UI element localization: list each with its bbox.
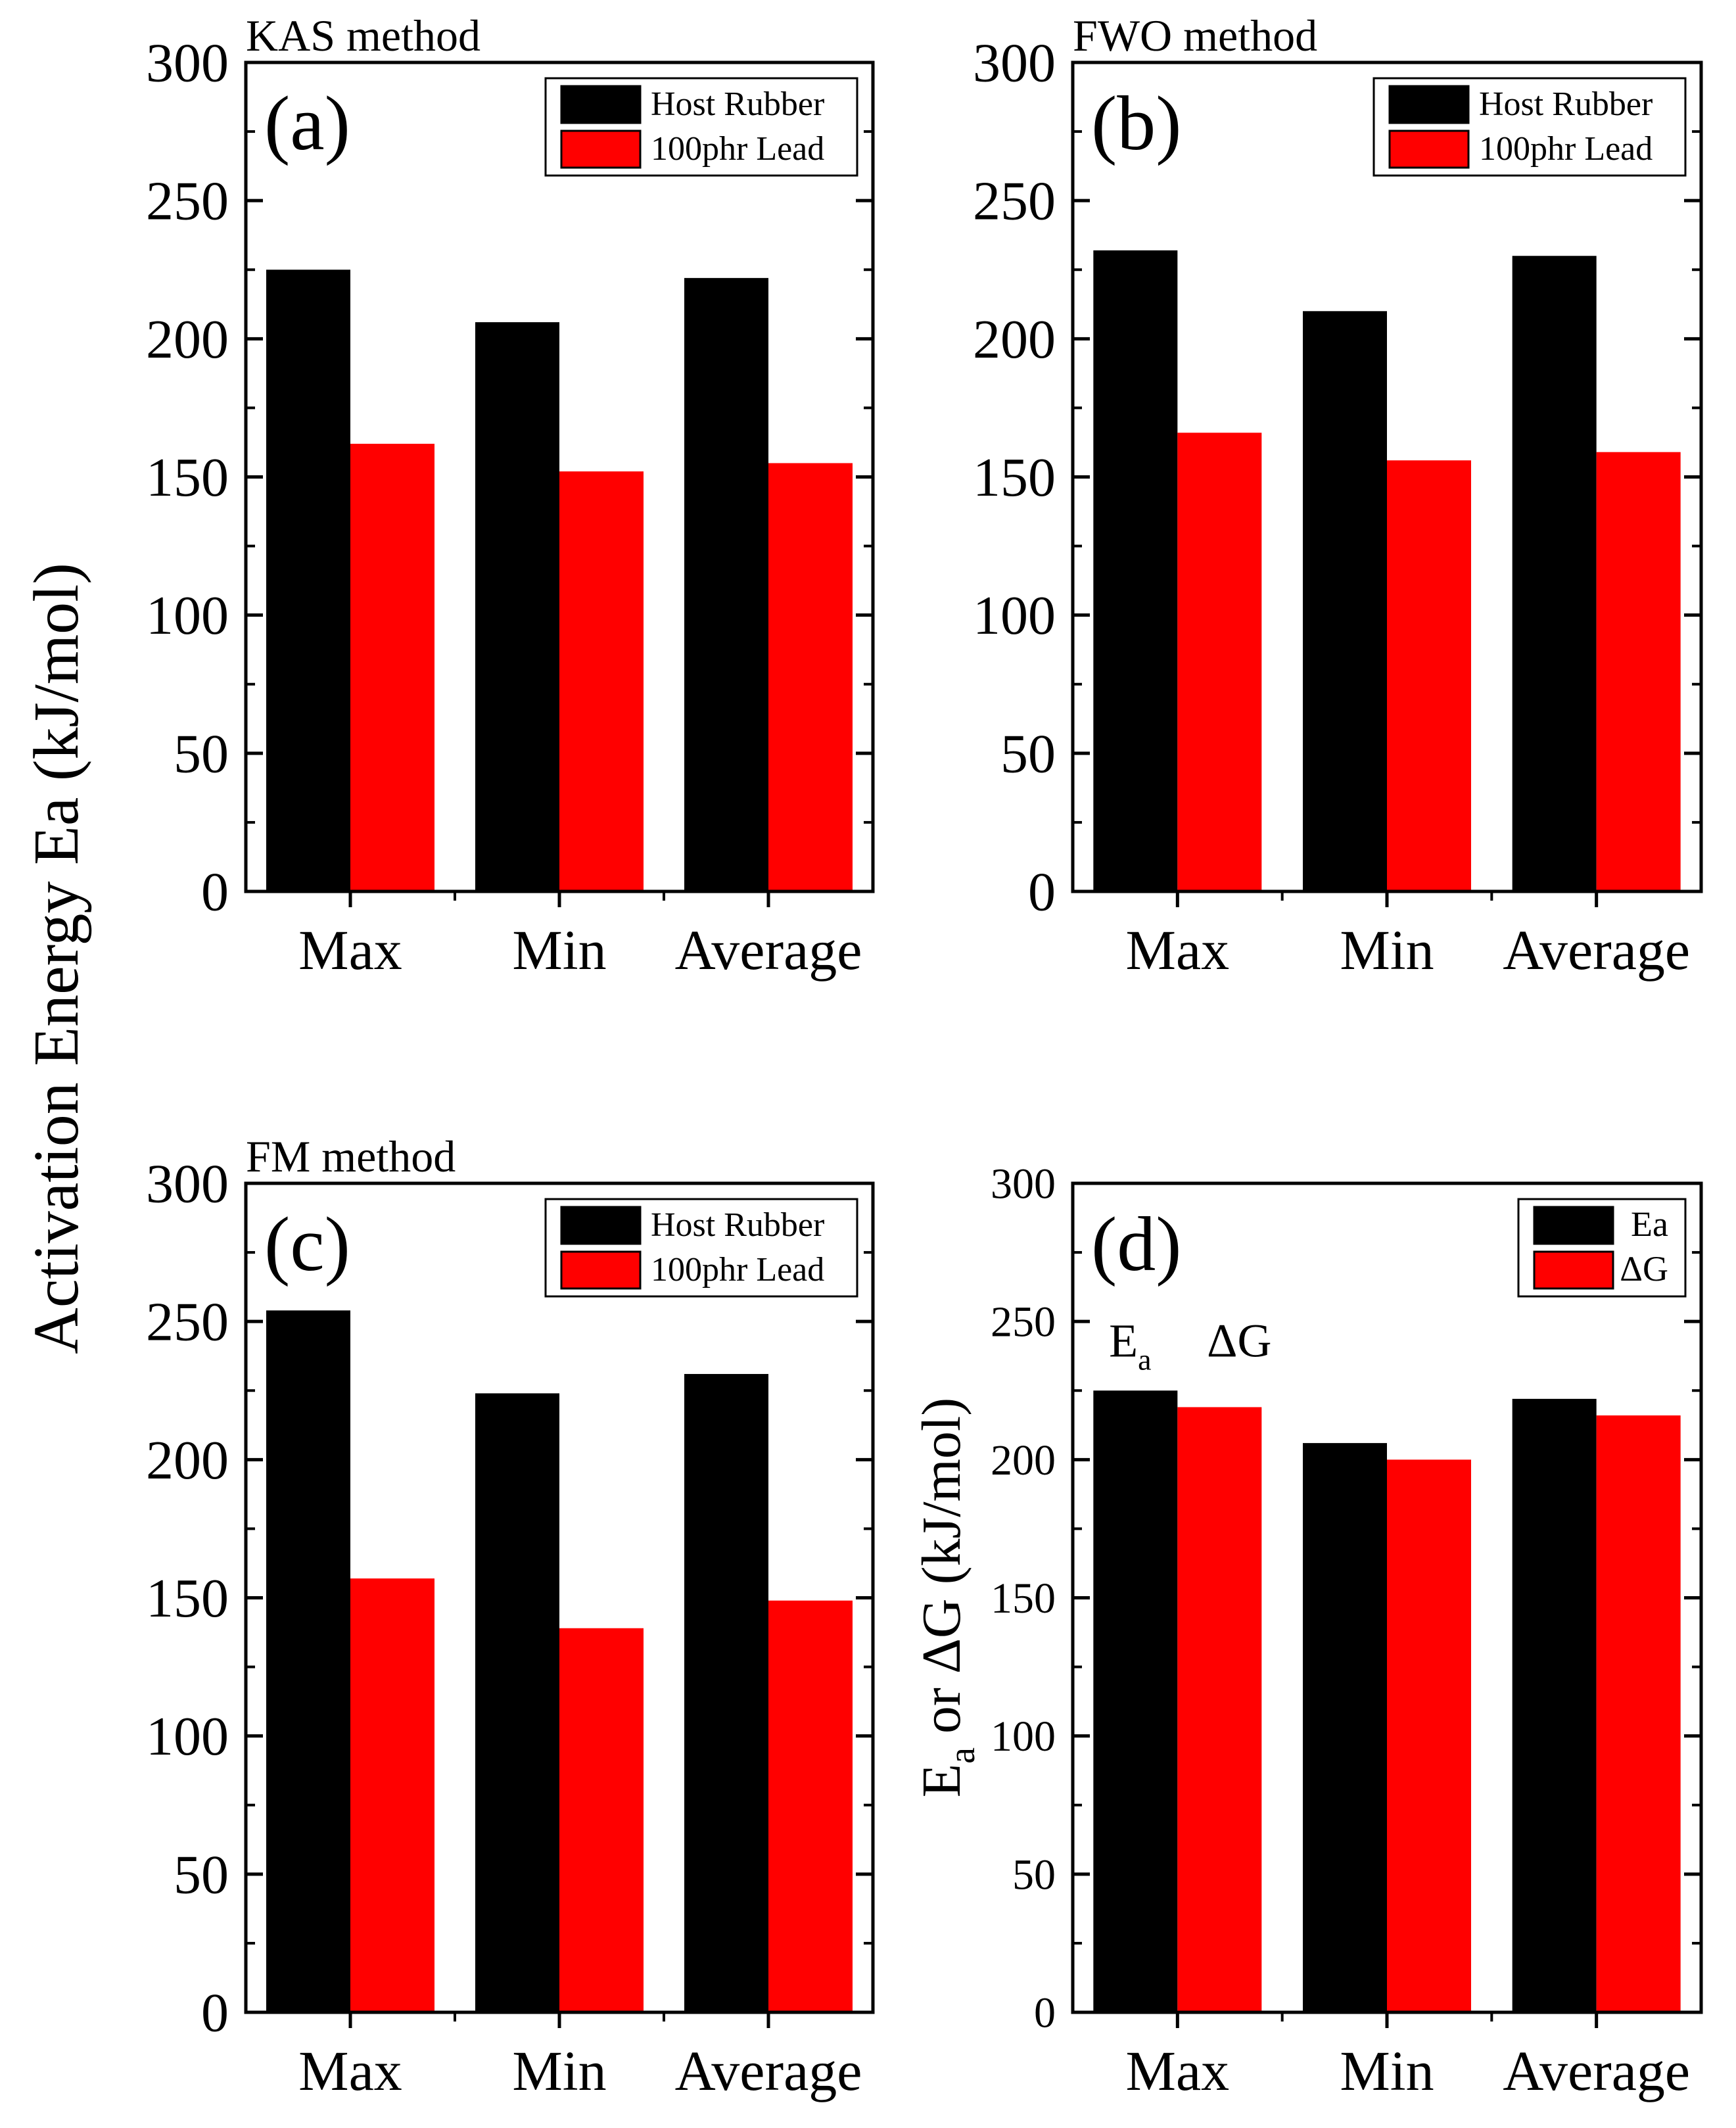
- panel-c: 0 50 100 150 200 250 300 Max Min Average FM method…: [146, 1131, 875, 2102]
- bar-c-host-rubber-average: [684, 1374, 768, 2012]
- bar-a-100phr-lead-max: [350, 444, 434, 891]
- bar-d-ea-min: [1303, 1443, 1387, 2012]
- y-tick-label-d: 150: [991, 1574, 1056, 1622]
- y-tick-label-c: 250: [146, 1292, 229, 1353]
- x-tick-label-d: Average: [1503, 2039, 1690, 2102]
- y-tick-label-a: 150: [146, 447, 229, 508]
- y-tick-label-c: 150: [146, 1568, 229, 1629]
- y-tick-label-d: 100: [991, 1713, 1056, 1761]
- legend-label-b: 100phr Lead: [1479, 130, 1653, 168]
- x-tick-label-b: Average: [1503, 918, 1690, 981]
- y-tick-label-d: 300: [991, 1160, 1056, 1208]
- legend-swatch-a: [560, 130, 642, 169]
- y-tick-label-d: 200: [991, 1436, 1056, 1484]
- x-tick-label-c: Max: [298, 2039, 402, 2102]
- legend-label-b: Host Rubber: [1479, 85, 1653, 123]
- legend-label-a: 100phr Lead: [651, 130, 824, 168]
- bar-d-δg-max: [1177, 1407, 1262, 2012]
- bar-d-δg-min: [1387, 1459, 1471, 2012]
- bar-d-δg-average: [1596, 1415, 1681, 2012]
- bar-d-ea-max: [1093, 1390, 1178, 2012]
- y-tick-label-b: 250: [973, 171, 1056, 232]
- legend-label-d: ΔG: [1620, 1249, 1668, 1289]
- panel-label-c: (c): [264, 1201, 350, 1287]
- legend-swatch-c: [560, 1250, 642, 1290]
- legend-swatch-d: [1533, 1250, 1614, 1290]
- x-tick-label-b: Min: [1340, 918, 1434, 981]
- bar-b-host-rubber-max: [1093, 250, 1178, 891]
- legend-label-d: Ea: [1631, 1204, 1668, 1244]
- annotation-ea: Ea: [1109, 1314, 1151, 1376]
- y-tick-label-c: 100: [146, 1706, 229, 1767]
- y-tick-label-d: 50: [1012, 1851, 1056, 1899]
- y-tick-label-b: 0: [1028, 862, 1056, 923]
- y-tick-label-a: 0: [201, 862, 229, 923]
- y-tick-label-a: 200: [146, 309, 229, 370]
- y-tick-label-b: 50: [1000, 723, 1056, 784]
- panel-label-d: (d): [1091, 1201, 1182, 1287]
- y-tick-label-b: 150: [973, 447, 1056, 508]
- panel-b: 0 50 100 150 200 250 300 Max Min Average FWO metho…: [973, 11, 1703, 981]
- annotation-delta-g: ΔG: [1207, 1314, 1271, 1367]
- legend-swatch-d: [1533, 1206, 1614, 1245]
- legend-swatch-c: [560, 1206, 642, 1245]
- bar-a-host-rubber-max: [266, 270, 350, 891]
- legend-swatch-b: [1388, 130, 1470, 169]
- y-tick-label-c: 300: [146, 1154, 229, 1215]
- panel-title-a: KAS method: [246, 11, 481, 60]
- bar-b-host-rubber-min: [1303, 311, 1387, 891]
- x-tick-label-a: Max: [298, 918, 402, 981]
- bar-c-host-rubber-max: [266, 1310, 350, 2012]
- bar-a-host-rubber-min: [475, 322, 559, 891]
- bar-c-host-rubber-min: [475, 1393, 559, 2012]
- panel-title-b: FWO method: [1073, 11, 1317, 60]
- y-tick-label-a: 300: [146, 33, 229, 94]
- legend-swatch-a: [560, 85, 642, 124]
- legend-label-c: 100phr Lead: [651, 1251, 824, 1289]
- y-tick-label-a: 250: [146, 171, 229, 232]
- bar-d-ea-average: [1512, 1398, 1597, 2012]
- y-tick-label-d: 250: [991, 1298, 1056, 1346]
- x-tick-label-a: Min: [512, 918, 606, 981]
- legend-swatch-b: [1388, 85, 1470, 124]
- bar-a-host-rubber-average: [684, 277, 768, 891]
- x-tick-label-d: Max: [1126, 2039, 1230, 2102]
- bar-a-100phr-lead-min: [559, 471, 644, 891]
- x-tick-label-c: Min: [512, 2039, 606, 2102]
- y-tick-label-d: 0: [1034, 1989, 1056, 2037]
- panel-label-a: (a): [264, 80, 350, 166]
- bar-b-100phr-lead-max: [1177, 433, 1262, 891]
- y-tick-label-a: 100: [146, 585, 229, 646]
- y-axis-label-d: Ea or ΔG (kJ/mol): [911, 1398, 983, 1797]
- panel-d: 0 50 100 150 200 250 300 Max Min Average (d) Ea ΔG Ea…: [911, 1160, 1703, 2102]
- legend-label-c: Host Rubber: [651, 1206, 824, 1244]
- bar-b-host-rubber-average: [1512, 256, 1597, 891]
- x-tick-label-c: Average: [675, 2039, 862, 2102]
- bar-a-100phr-lead-average: [768, 463, 853, 891]
- y-tick-label-b: 100: [973, 585, 1056, 646]
- bar-b-100phr-lead-min: [1387, 460, 1471, 891]
- y-tick-label-a: 50: [174, 723, 229, 784]
- legend-label-a: Host Rubber: [651, 85, 824, 123]
- y-tick-label-c: 0: [201, 1983, 229, 2044]
- panel-a: 0 50 100 150 200 250 300 Max Min Average KAS metho…: [146, 11, 875, 981]
- y-tick-label-c: 200: [146, 1430, 229, 1491]
- panel-title-c: FM method: [246, 1131, 456, 1181]
- y-tick-label-b: 300: [973, 33, 1056, 94]
- x-tick-label-d: Min: [1340, 2039, 1434, 2102]
- y-tick-label-b: 200: [973, 309, 1056, 370]
- x-tick-label-a: Average: [675, 918, 862, 981]
- bar-b-100phr-lead-average: [1596, 452, 1681, 891]
- bar-c-100phr-lead-average: [768, 1600, 853, 2012]
- y-tick-label-c: 50: [174, 1844, 229, 1905]
- x-tick-label-b: Max: [1126, 918, 1230, 981]
- bar-c-100phr-lead-min: [559, 1628, 644, 2012]
- bar-c-100phr-lead-max: [350, 1578, 434, 2012]
- panel-label-b: (b): [1091, 80, 1182, 166]
- shared-y-axis-label: Activation Energy Ea (kJ/mol): [21, 563, 92, 1354]
